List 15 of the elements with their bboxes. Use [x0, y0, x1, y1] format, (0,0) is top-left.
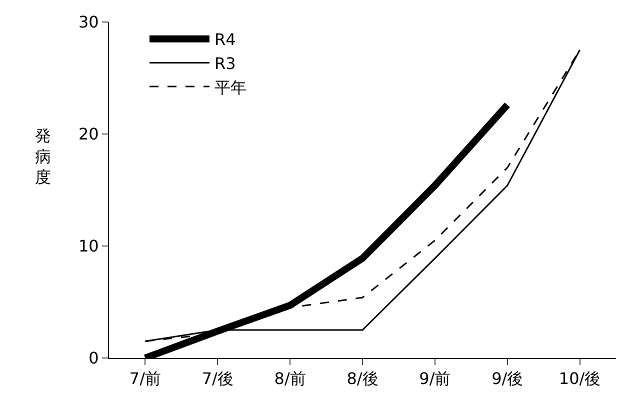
y-tick-label: 10	[78, 236, 99, 256]
x-tick-label: 9/後	[492, 369, 524, 388]
legend-label: R3	[214, 54, 236, 73]
x-tick-label: 8/後	[346, 369, 378, 388]
y-tick-label: 30	[78, 12, 99, 32]
legend-label: R4	[214, 30, 236, 50]
y-tick-label: 0	[88, 348, 99, 368]
y-tick-label: 20	[78, 124, 99, 144]
x-tick-label: 10/後	[558, 369, 601, 388]
y-axis-title: 発病度	[35, 126, 51, 187]
x-tick-label: 8/前	[274, 369, 306, 388]
x-tick-label: 7/前	[129, 369, 161, 388]
x-tick-label: 9/前	[419, 369, 451, 388]
x-tick-label: 7/後	[202, 369, 234, 388]
legend-label: 平年	[214, 78, 246, 97]
